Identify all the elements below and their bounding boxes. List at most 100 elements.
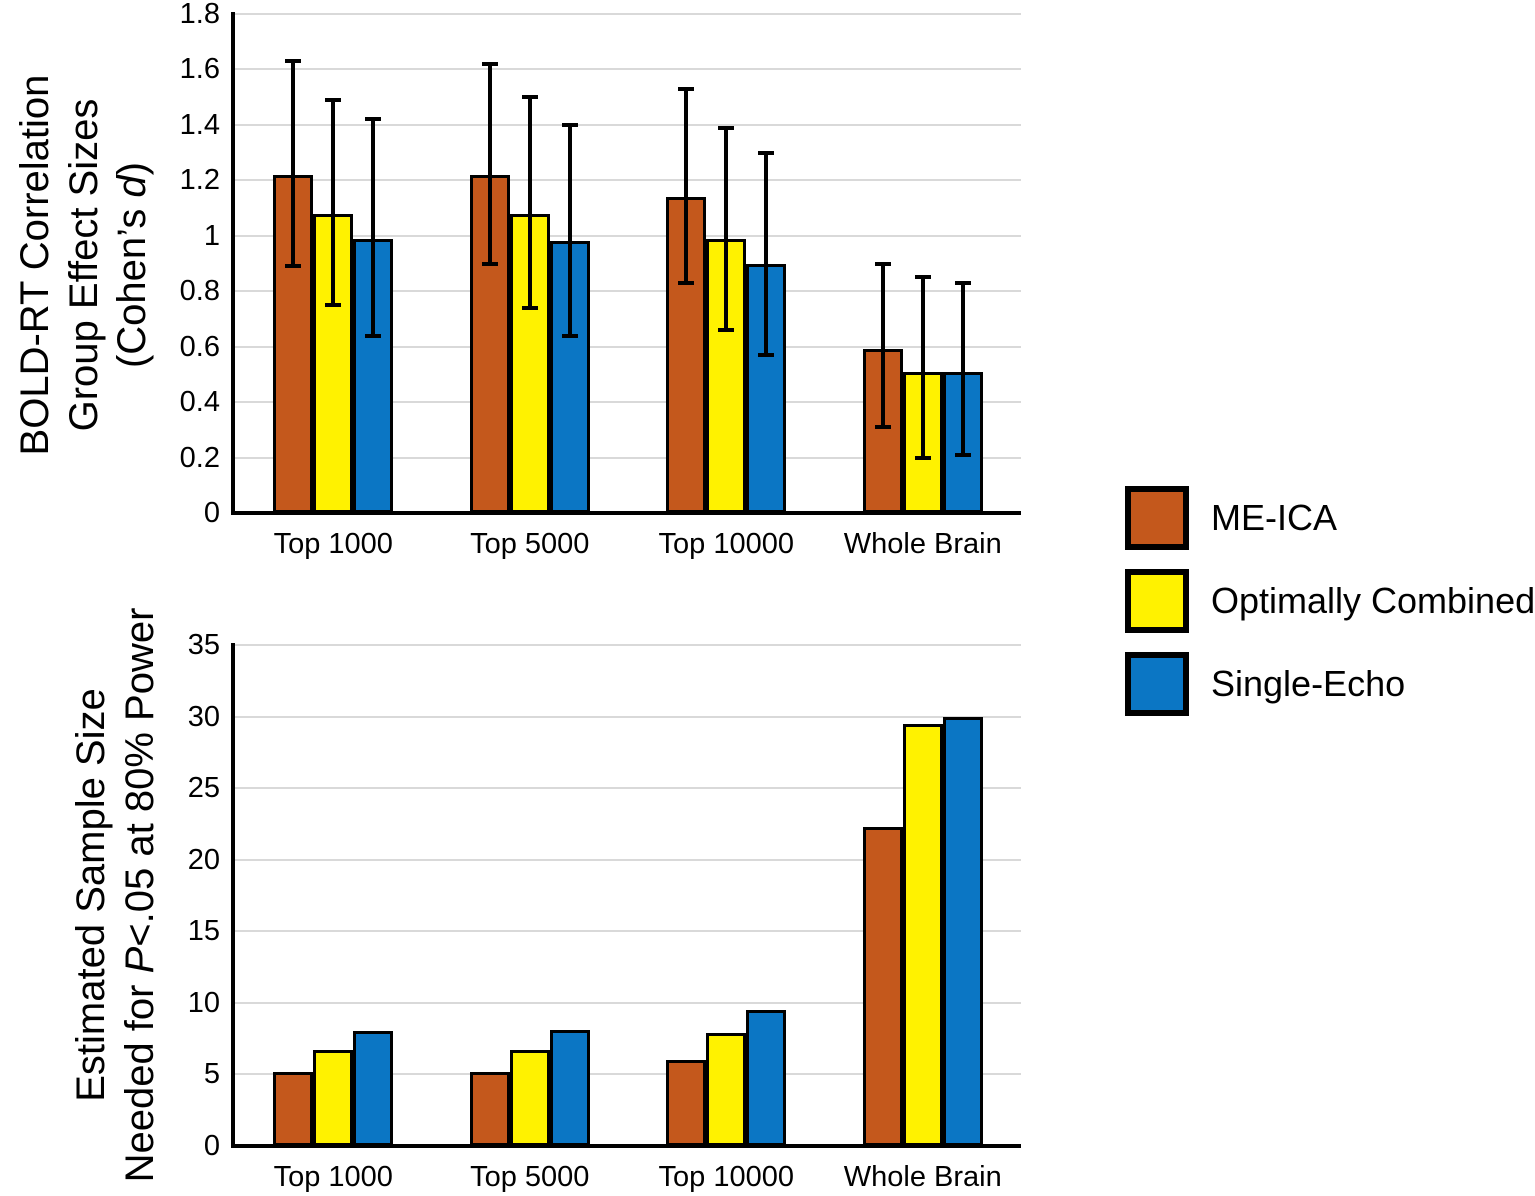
y-tick-label: 0 [203, 497, 220, 529]
y-tick-label: 1.8 [179, 0, 220, 30]
y-tick-label: 25 [187, 772, 220, 805]
error-bar-single-echo-whole-brain [960, 282, 965, 455]
error-bar-optimally-combined-top-10000 [724, 127, 729, 331]
error-bar-cap-bottom [954, 452, 971, 457]
error-bar-cap-bottom [521, 305, 538, 310]
y-tick-label: 1.2 [179, 164, 220, 197]
gridline [235, 13, 1021, 15]
gridline [235, 1073, 1021, 1076]
y-tick-label: 1.4 [179, 108, 220, 141]
gridline [235, 787, 1021, 790]
bar-optimally-combined-top-5000 [509, 1050, 550, 1146]
error-bar-optimally-combined-whole-brain [920, 277, 925, 458]
error-bar-me-ica-top-5000 [487, 63, 492, 264]
y-tick-label: 20 [187, 843, 220, 876]
bar-me-ica-top-1000 [273, 1071, 314, 1146]
y-tick-label: 30 [187, 700, 220, 733]
x-category-label: Top 5000 [470, 1161, 590, 1193]
error-bar-cap-top [758, 150, 775, 155]
x-axis-line [231, 1144, 1021, 1148]
y-tick-label: 35 [187, 629, 220, 661]
y-tick-label: 0 [203, 1130, 220, 1162]
error-bar-cap-bottom [914, 455, 931, 460]
y-axis-line [231, 12, 235, 515]
bar-optimally-combined-whole-brain [902, 723, 943, 1146]
bar-optimally-combined-top-1000 [313, 1050, 354, 1146]
y-tick-label: 1.6 [179, 53, 220, 86]
x-category-label: Top 5000 [470, 528, 590, 560]
x-axis-line [231, 511, 1021, 515]
gridline [235, 715, 1021, 718]
error-bar-cap-top [521, 95, 538, 100]
x-category-label: Top 10000 [658, 528, 794, 560]
gridline [235, 456, 1021, 459]
bar-optimally-combined-top-10000 [706, 1032, 747, 1146]
gridline [235, 234, 1021, 237]
error-bar-cap-bottom [561, 333, 578, 338]
y-tick-label: 0.6 [179, 330, 220, 363]
error-bar-cap-bottom [325, 303, 342, 308]
y-tick-label: 0.2 [179, 441, 220, 474]
y-tick-label: 1 [203, 219, 220, 252]
bar-me-ica-whole-brain [862, 826, 903, 1146]
error-bar-single-echo-top-10000 [764, 152, 769, 355]
gridline [235, 401, 1021, 404]
x-category-label: Whole Brain [843, 1161, 1002, 1193]
gridline [235, 123, 1021, 126]
x-category-label: Top 1000 [273, 1161, 393, 1193]
x-category-label: Top 1000 [273, 528, 393, 560]
gridline [235, 179, 1021, 182]
x-category-label: Top 10000 [658, 1161, 794, 1193]
gridline [235, 644, 1021, 646]
y-tick-label: 15 [187, 915, 220, 948]
error-bar-cap-top [365, 117, 382, 122]
y-tick-label: 0.4 [179, 386, 220, 419]
single-echo-swatch [1125, 652, 1189, 716]
gridline [235, 1001, 1021, 1004]
error-bar-cap-top [678, 86, 695, 91]
optimally-combined-swatch [1125, 569, 1189, 633]
y-tick-label: 0.8 [179, 275, 220, 308]
bar-single-echo-top-1000 [353, 1031, 394, 1146]
error-bar-cap-top [718, 125, 735, 130]
error-bar-optimally-combined-top-1000 [331, 99, 336, 306]
bar-single-echo-top-5000 [549, 1030, 590, 1146]
y-tick-label: 5 [203, 1058, 220, 1091]
error-bar-me-ica-whole-brain [880, 263, 885, 428]
x-category-label: Whole Brain [843, 528, 1002, 560]
error-bar-cap-bottom [678, 280, 695, 285]
error-bar-cap-top [285, 59, 302, 64]
legend-item-single-echo: Single-Echo [1125, 652, 1535, 716]
error-bar-cap-top [481, 61, 498, 66]
error-bar-cap-bottom [874, 425, 891, 430]
error-bar-cap-top [561, 122, 578, 127]
bar-single-echo-whole-brain [942, 716, 983, 1146]
bar-single-echo-top-10000 [746, 1010, 787, 1146]
error-bar-cap-bottom [758, 352, 775, 357]
me-ica-swatch [1125, 486, 1189, 550]
legend-item-optimally-combined: Optimally Combined [1125, 569, 1535, 633]
gridline [235, 68, 1021, 71]
error-bar-single-echo-top-1000 [371, 119, 376, 336]
error-bar-cap-top [954, 280, 971, 285]
legend-item-me-ica: ME-ICA [1125, 486, 1535, 550]
bar-me-ica-whole-brain [862, 349, 903, 513]
bar-me-ica-top-10000 [666, 1060, 707, 1146]
error-bar-cap-bottom [718, 328, 735, 333]
y-axis-line [231, 643, 235, 1148]
error-bar-cap-bottom [285, 264, 302, 269]
error-bar-cap-top [874, 261, 891, 266]
bar-me-ica-top-5000 [469, 1071, 510, 1146]
gridline [235, 345, 1021, 348]
error-bar-me-ica-top-1000 [291, 61, 296, 267]
legend-label-single-echo: Single-Echo [1211, 663, 1406, 704]
error-bar-cap-top [325, 97, 342, 102]
error-bar-optimally-combined-top-5000 [527, 97, 532, 308]
error-bar-cap-bottom [481, 261, 498, 266]
legend: ME-ICA Optimally Combined Single-Echo [1125, 486, 1535, 716]
error-bar-single-echo-top-5000 [567, 124, 572, 336]
gridline [235, 930, 1021, 933]
